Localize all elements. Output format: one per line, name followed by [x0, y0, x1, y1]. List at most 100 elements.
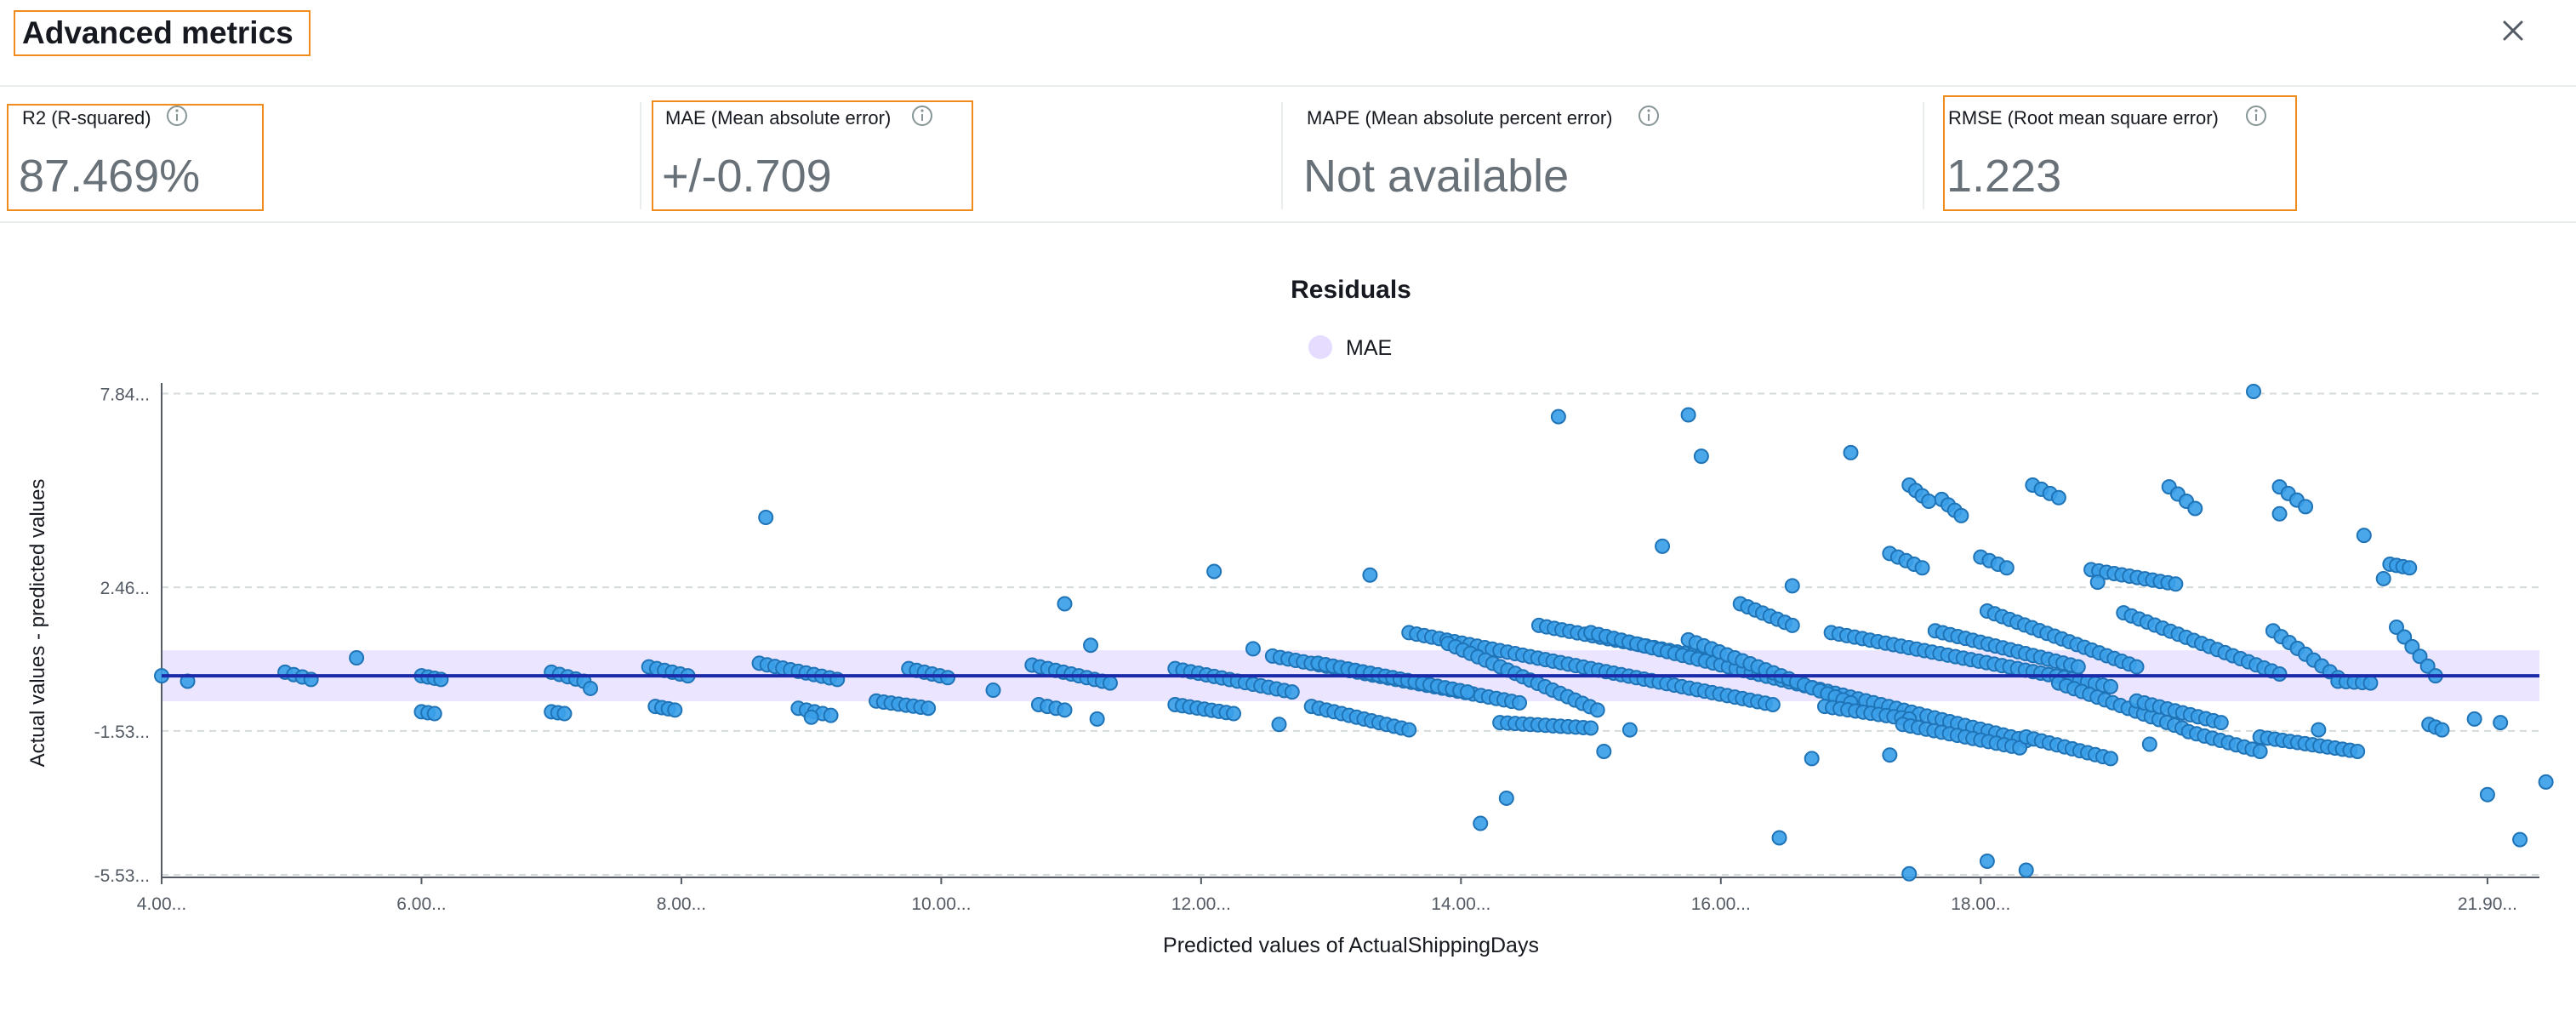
- legend-label-mae: MAE: [1346, 336, 1392, 360]
- info-icon[interactable]: [2244, 104, 2268, 128]
- close-button[interactable]: [2496, 14, 2530, 48]
- data-point: [2102, 678, 2118, 694]
- metric-divider: [1281, 102, 1283, 209]
- data-point: [1362, 567, 1378, 583]
- metric-highlight: [652, 100, 973, 211]
- dialog-header: Advanced metrics: [0, 0, 2576, 87]
- data-point: [920, 700, 937, 717]
- data-point: [1057, 596, 1073, 612]
- data-point: [1979, 853, 1995, 869]
- data-point: [1284, 684, 1300, 700]
- data-point: [2402, 560, 2418, 576]
- data-point: [1843, 444, 1859, 460]
- data-point: [1102, 675, 1118, 691]
- data-point: [1921, 494, 1937, 510]
- page-title: Advanced metrics: [14, 10, 311, 56]
- data-point: [2271, 506, 2288, 522]
- data-point: [2129, 659, 2145, 675]
- x-tick-label: 8.00...: [657, 894, 706, 914]
- data-point: [1784, 617, 1800, 633]
- residuals-chart: Residuals MAE 7.84... 2.46... -1.53... -5.5…: [26, 276, 2554, 957]
- data-point: [2493, 715, 2509, 731]
- x-tick-label: 18.00...: [1951, 894, 2010, 914]
- y-axis-label: Actual values - predicted values: [26, 479, 49, 768]
- data-point: [1226, 705, 1242, 722]
- data-point: [2538, 774, 2554, 790]
- chart-title: Residuals: [1291, 276, 1411, 304]
- metric-label: R2 (R-squared): [22, 107, 151, 129]
- metric-divider: [1923, 102, 1924, 209]
- data-point: [2434, 722, 2450, 738]
- data-point: [1998, 560, 2015, 576]
- data-point: [1271, 717, 1287, 733]
- metric-mae: MAE (Mean absolute error) +/-0.709: [641, 87, 1281, 221]
- data-point: [2070, 659, 2086, 675]
- data-point: [2298, 499, 2314, 515]
- data-point: [2419, 658, 2436, 674]
- data-point: [1882, 747, 1898, 763]
- data-point: [1401, 722, 1417, 738]
- legend-swatch-mae: [1308, 335, 1332, 359]
- metrics-row: R2 (R-squared) 87.469% MAE (Mean absolut…: [0, 87, 2576, 223]
- x-tick-label: 16.00...: [1691, 894, 1751, 914]
- data-point: [1089, 711, 1105, 727]
- data-point: [1550, 408, 1566, 425]
- data-point: [1206, 563, 1222, 580]
- data-point: [1245, 641, 1261, 657]
- data-point: [2245, 384, 2261, 399]
- metric-value: 87.469%: [19, 151, 201, 202]
- data-point: [1953, 507, 1969, 523]
- x-tick-label: 6.00...: [396, 894, 446, 914]
- data-point: [1784, 578, 1800, 594]
- metric-mape: MAPE (Mean absolute percent error) Not a…: [1283, 87, 1923, 221]
- data-point: [1655, 538, 1671, 554]
- close-icon: [2503, 20, 2523, 41]
- data-point: [1596, 743, 1612, 759]
- x-tick-label: 21.90...: [2458, 894, 2517, 914]
- y-tick-label: -1.53...: [94, 723, 150, 742]
- y-tick-label: 7.84...: [100, 386, 150, 405]
- data-point: [1621, 722, 1638, 738]
- metric-r2: R2 (R-squared) 87.469%: [0, 87, 640, 221]
- data-point: [1498, 790, 1514, 806]
- data-point: [2396, 629, 2413, 645]
- data-point: [1914, 560, 1930, 576]
- data-point: [1589, 702, 1605, 718]
- data-point: [426, 705, 442, 722]
- data-point: [823, 707, 839, 723]
- y-tick-label: 2.46...: [100, 579, 150, 598]
- data-point: [2311, 722, 2327, 738]
- data-point: [1057, 702, 1073, 718]
- info-icon[interactable]: [1637, 104, 1661, 128]
- data-point: [2350, 743, 2366, 759]
- metric-value: 1.223: [1946, 151, 2062, 202]
- data-point: [349, 649, 365, 665]
- data-point: [1583, 720, 1599, 736]
- data-point: [2404, 638, 2420, 654]
- data-point: [940, 670, 956, 686]
- data-point: [2466, 711, 2482, 727]
- data-point: [2102, 751, 2118, 767]
- data-point: [556, 705, 573, 722]
- data-point: [1083, 637, 1099, 654]
- data-point: [2213, 715, 2229, 731]
- metric-rmse: RMSE (Root mean square error) 1.223: [1924, 87, 2576, 221]
- data-point: [2479, 786, 2495, 803]
- chart-legend[interactable]: MAE: [1308, 335, 1392, 360]
- data-point: [1459, 684, 1475, 700]
- data-point: [2412, 648, 2428, 665]
- data-point: [583, 680, 599, 696]
- x-axis-label: Predicted values of ActualShippingDays: [1163, 934, 1539, 957]
- x-tick-label: 4.00...: [137, 894, 186, 914]
- data-point: [2018, 862, 2034, 878]
- info-icon[interactable]: [165, 104, 189, 128]
- data-point: [2356, 528, 2372, 544]
- info-icon[interactable]: [910, 104, 934, 128]
- metric-value: Not available: [1303, 151, 1570, 202]
- metric-divider: [640, 102, 641, 209]
- metric-label: MAE (Mean absolute error): [665, 107, 892, 129]
- metric-highlight: [7, 104, 264, 211]
- data-point: [2375, 570, 2391, 586]
- data-point: [803, 709, 819, 725]
- metric-label: RMSE (Root mean square error): [1948, 107, 2219, 129]
